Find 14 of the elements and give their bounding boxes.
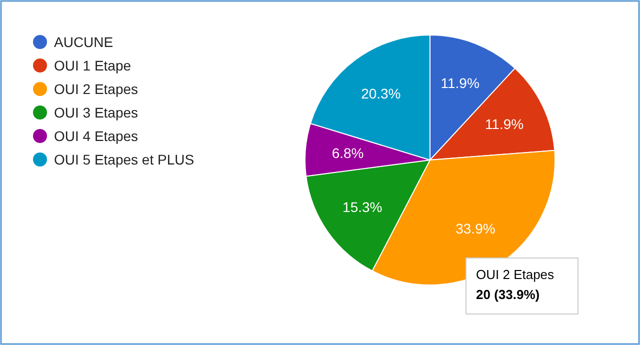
data-label: 11.9% (484, 116, 524, 132)
legend-label: OUI 1 Etape (54, 57, 132, 74)
text: 20 (33.9%) (476, 287, 540, 302)
data-label: 15.3% (342, 199, 382, 216)
legend-label: AUCUNE (54, 34, 114, 50)
legend-label: OUI 5 Etapes et PLUS (54, 151, 194, 168)
data-label: 6.8% (332, 145, 364, 162)
legend-label: OUI 3 Etapes (54, 104, 138, 120)
data-label: 20.3% (361, 86, 401, 102)
data-label: 33.9% (456, 220, 496, 237)
legend-label: OUI 2 Etapes (54, 80, 138, 97)
legend-label: OUI 4 Etapes (54, 128, 138, 144)
text: OUI 2 Etapes (476, 267, 555, 282)
data-label: 11.9% (440, 75, 480, 92)
